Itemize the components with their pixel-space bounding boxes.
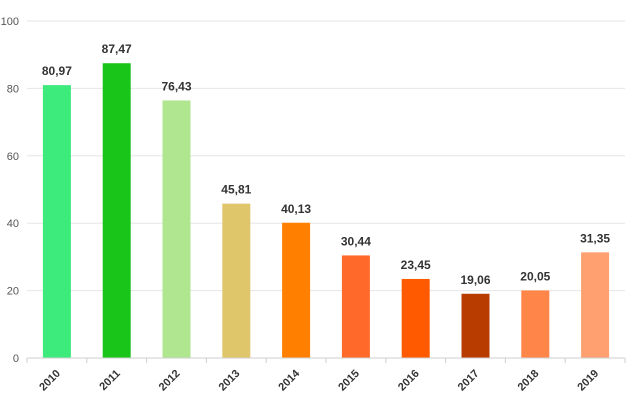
x-tick-label-2010: 2010 — [37, 368, 63, 394]
y-tick-label-0: 0 — [13, 353, 19, 365]
bar-2017[interactable] — [461, 293, 490, 358]
data-label-2016: 23,45 — [401, 258, 431, 272]
x-tick-label-2019: 2019 — [575, 368, 601, 394]
x-tick-label-2011: 2011 — [97, 368, 122, 393]
x-tick-label-2016: 2016 — [396, 368, 422, 394]
y-tick-label-40: 40 — [7, 218, 19, 230]
y-tick-label-80: 80 — [7, 83, 19, 95]
y-tick-label-60: 60 — [7, 151, 19, 163]
x-axis: 2010 2011 2012 2013 2014 2015 2016 2017 2018 2019 — [26, 357, 626, 394]
data-label-2015: 30,44 — [341, 234, 371, 248]
x-tick-label-2014: 2014 — [276, 367, 302, 393]
data-label-2010: 80,97 — [42, 64, 72, 78]
bar-2018[interactable] — [521, 290, 550, 358]
x-tick-label-2012: 2012 — [157, 368, 183, 394]
bar-2013[interactable] — [222, 203, 251, 358]
x-tick-label-2017: 2017 — [456, 368, 482, 394]
bar-2015[interactable] — [341, 255, 370, 358]
bar-2014[interactable] — [282, 222, 311, 358]
x-tick-label-2018: 2018 — [516, 368, 542, 394]
data-label-2014: 40,13 — [281, 202, 311, 216]
data-label-2018: 20,05 — [520, 269, 550, 283]
data-label-2013: 45,81 — [221, 183, 251, 197]
bar-2016[interactable] — [401, 278, 430, 358]
x-tick-label-2015: 2015 — [336, 368, 362, 394]
bar-2012[interactable] — [162, 100, 191, 358]
data-label-2017: 19,06 — [460, 273, 490, 287]
bars — [42, 63, 610, 358]
y-axis: 0 20 40 60 80 100 — [1, 16, 19, 365]
data-label-2012: 76,43 — [161, 79, 191, 93]
bar-2011[interactable] — [102, 63, 131, 358]
bar-2010[interactable] — [42, 85, 71, 358]
y-tick-label-100: 100 — [1, 16, 19, 28]
data-labels: 80,97 87,47 76,43 45,81 40,13 30,44 23,45 19,06… — [42, 42, 611, 287]
x-tick-label-2013: 2013 — [217, 368, 243, 394]
data-label-2011: 87,47 — [102, 42, 132, 56]
y-tick-label-20: 20 — [7, 286, 19, 298]
data-label-2019: 31,35 — [580, 231, 610, 245]
bar-2019[interactable] — [581, 252, 610, 358]
